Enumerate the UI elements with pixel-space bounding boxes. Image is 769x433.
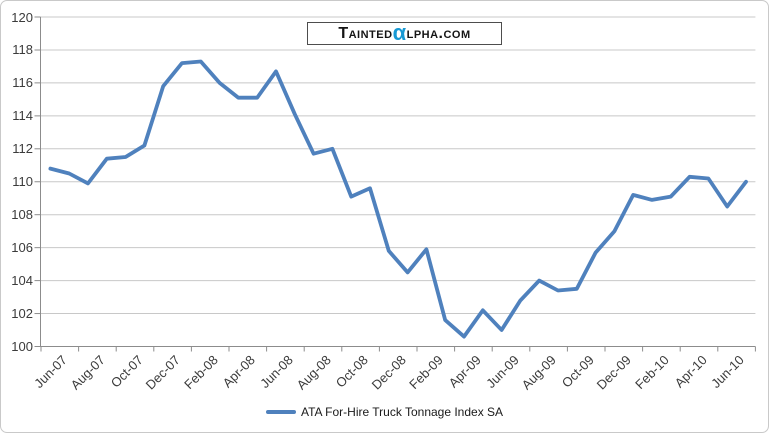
- y-axis-tick-label: 110: [12, 174, 33, 190]
- logo-text-prefix: Tainted: [338, 24, 393, 42]
- legend-line-swatch: [265, 410, 296, 414]
- series-line: [48, 59, 748, 339]
- logo-alpha-glyph: α: [392, 19, 407, 45]
- y-axis-tick-label: 120: [11, 9, 33, 25]
- y-axis-tick-label: 116: [12, 75, 33, 91]
- y-axis-tick-label: 118: [12, 42, 33, 58]
- y-axis-tick-label: 106: [11, 240, 33, 256]
- y-axis-tick-label: 112: [12, 141, 33, 157]
- y-axis-tick-label: 114: [12, 108, 33, 124]
- y-axis-tick-label: 100: [11, 339, 33, 354]
- site-logo: Tainted α lpha.com: [307, 19, 502, 45]
- y-axis-tick-label: 104: [11, 273, 33, 289]
- legend-label: ATA For-Hire Truck Tonnage Index SA: [300, 405, 504, 419]
- logo-text-suffix: lpha.com: [406, 24, 471, 42]
- y-axis-tick-label: 102: [11, 306, 33, 322]
- legend: ATA For-Hire Truck Tonnage Index SA: [1, 405, 768, 419]
- y-axis-tick-label: 108: [11, 207, 33, 223]
